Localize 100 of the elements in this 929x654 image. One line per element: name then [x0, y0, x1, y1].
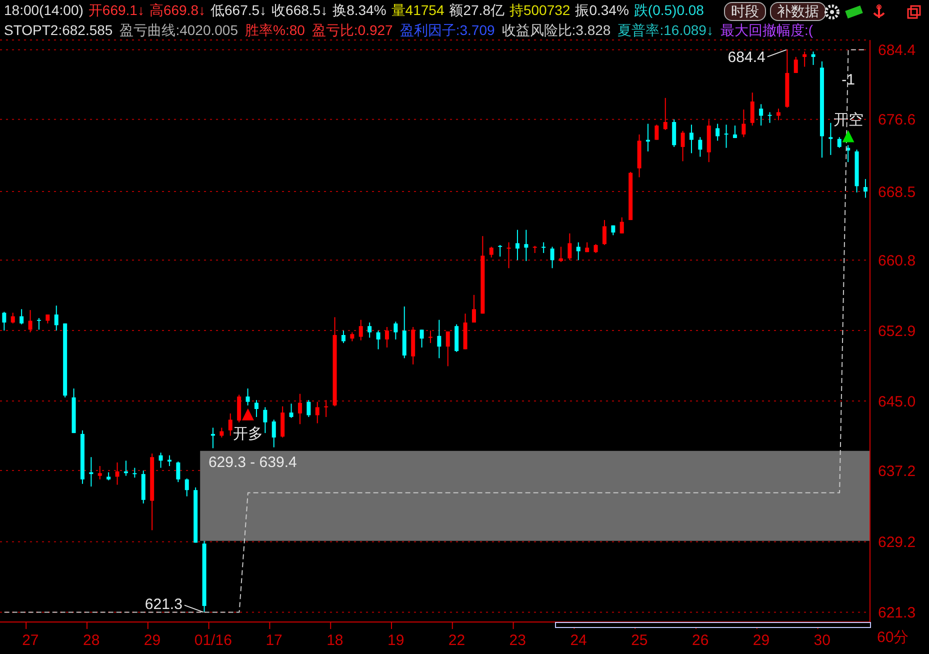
- candlestick: [324, 400, 328, 418]
- candlestick: [828, 122, 833, 156]
- candlestick: [716, 123, 720, 142]
- text: 换8.34%: [332, 2, 386, 20]
- x-tick-label: 27: [22, 632, 39, 649]
- candlestick: [341, 330, 346, 344]
- candlestick: [663, 97, 668, 131]
- x-tick-label: 19: [388, 632, 404, 649]
- x-tick-label: 25: [631, 632, 648, 649]
- candlestick: [811, 51, 816, 66]
- candlestick: [272, 419, 276, 448]
- y-tick-label: 668.5: [878, 184, 916, 201]
- y-tick-label: 645.0: [878, 393, 916, 410]
- candlestick: [98, 466, 102, 480]
- annotation: -1: [842, 71, 855, 88]
- candlestick: [246, 388, 250, 406]
- candlestick: [515, 229, 520, 261]
- candlestick: [176, 461, 180, 483]
- candlestick: [420, 329, 424, 348]
- x-tick-label: 18: [326, 632, 344, 649]
- text: 低667.5↓: [210, 2, 267, 20]
- candlestick: [550, 246, 554, 269]
- text: 60分: [877, 628, 909, 647]
- candlestick: [498, 244, 502, 258]
- y-tick-label: 676.6: [878, 112, 916, 129]
- candlestick: [184, 478, 189, 497]
- candlestick: [254, 400, 258, 418]
- y-tick-label: 684.4: [878, 42, 916, 60]
- candlestick: [602, 220, 606, 246]
- candlestick: [437, 319, 442, 359]
- candlestick: [837, 136, 842, 148]
- data-label: 开多: [232, 425, 263, 442]
- candlestick: [54, 305, 58, 332]
- x-tick-label: 23: [509, 632, 526, 649]
- candlestick: [132, 467, 137, 478]
- candlestick: [158, 452, 163, 468]
- text: 开669.1↓: [88, 2, 144, 20]
- candlestick: [368, 322, 372, 338]
- candlestick: [506, 242, 511, 269]
- x-tick-label: 17: [266, 632, 282, 649]
- candlestick: [10, 312, 15, 324]
- candlestick: [315, 401, 320, 424]
- candlestick: [620, 216, 624, 234]
- candlestick: [698, 136, 702, 158]
- candlestick: [654, 124, 659, 140]
- x-tick-label: 29: [144, 632, 161, 649]
- candlestick: [2, 311, 6, 332]
- candlestick: [358, 319, 363, 341]
- candlestick: [794, 56, 798, 74]
- candlestick: [568, 232, 572, 261]
- text: 盈利因子:3.709: [400, 22, 495, 40]
- candlestick: [428, 330, 432, 344]
- candlestick: [759, 104, 764, 126]
- candlestick: [776, 108, 780, 121]
- x-tick-label: 30: [814, 632, 830, 649]
- candlestick: [768, 112, 772, 124]
- y-tick-label: 637.2: [878, 462, 916, 480]
- text: 时段: [724, 2, 766, 21]
- candlestick: [36, 318, 41, 330]
- y-tick-label: 621.3: [878, 604, 916, 622]
- candlestick: [376, 330, 380, 350]
- candlestick: [680, 130, 685, 162]
- text: 最大回撤幅度:(: [720, 22, 814, 40]
- data-label: 开空: [833, 111, 864, 128]
- text: 持500732: [509, 2, 570, 20]
- text: 收益风险比:3.828: [502, 22, 611, 40]
- candlestick: [384, 326, 389, 348]
- x-tick-label: 28: [83, 632, 100, 649]
- text: STOPT2:682.585: [4, 22, 113, 40]
- band-label: 629.3 - 639.4: [208, 454, 297, 471]
- candlestick: [220, 427, 224, 438]
- candlestick: [263, 406, 268, 434]
- text: 收668.5↓: [272, 2, 328, 20]
- annotation: 621.3: [144, 596, 182, 614]
- text: 补数据: [770, 2, 826, 21]
- candlestick: [742, 109, 746, 138]
- candlestick: [20, 308, 24, 325]
- candlestick: [732, 125, 737, 139]
- candlestick: [489, 246, 494, 258]
- candlestick: [28, 310, 32, 333]
- candlestick: [394, 321, 398, 340]
- candlestick: [576, 242, 580, 261]
- x-tick-label: 22: [448, 632, 466, 649]
- candlestick: [298, 393, 302, 425]
- candlestick: [802, 51, 807, 68]
- text: 夏普率:16.089↓: [618, 22, 714, 40]
- text: 跌(0.5)0.08: [634, 2, 704, 20]
- y-tick-label: 660.8: [878, 252, 916, 270]
- text: 18:00(14:00): [4, 2, 84, 20]
- candlestick: [472, 294, 476, 324]
- candlestick: [228, 412, 232, 436]
- y-tick-label: 652.9: [878, 322, 916, 340]
- text: 量41754: [391, 2, 444, 20]
- candlestick: [863, 178, 868, 198]
- candlestick: [115, 462, 120, 486]
- candlestick: [750, 92, 754, 126]
- candlestick: [289, 403, 294, 418]
- candlestick: [446, 330, 450, 367]
- x-tick-label: 24: [570, 632, 587, 649]
- candlestick: [306, 400, 311, 418]
